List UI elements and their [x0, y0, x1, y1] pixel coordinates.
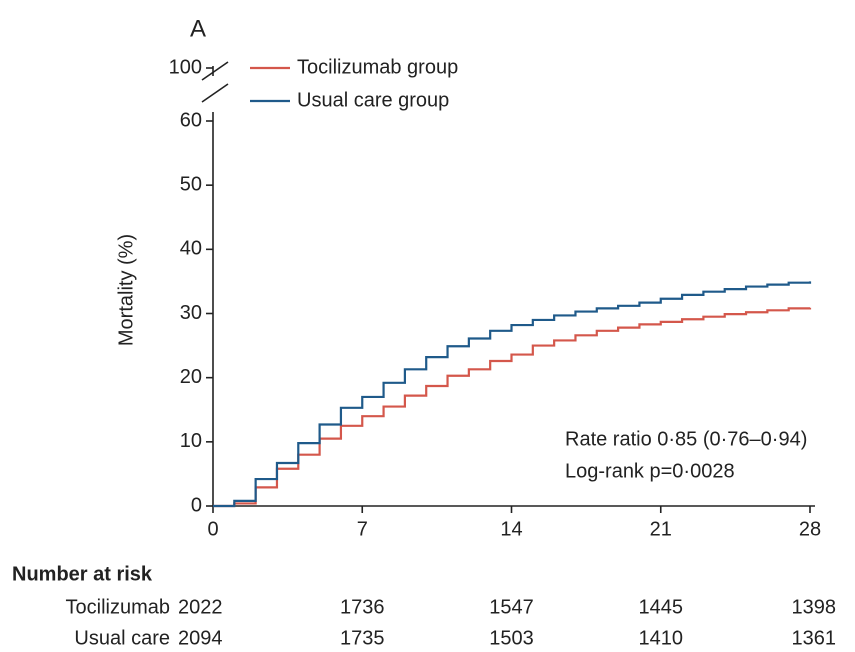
risk-value: 2094	[178, 627, 223, 649]
y-axis-label: Mortality (%)	[115, 234, 137, 346]
step-line	[213, 307, 812, 508]
x-tick-label: 0	[207, 518, 218, 540]
risk-value: 1445	[639, 596, 684, 618]
annotation: Log-rank p=0·0028	[565, 460, 735, 482]
legend-label: Tocilizumab group	[297, 56, 458, 78]
x-tick-label: 28	[799, 518, 821, 540]
y-tick-label: 40	[180, 238, 202, 260]
risk-value: 1410	[639, 627, 684, 649]
risk-value: 1735	[340, 627, 385, 649]
risk-table-title: Number at risk	[12, 563, 153, 585]
panel-label: A	[190, 15, 206, 42]
risk-row-label: Usual care	[74, 627, 170, 649]
step-line	[213, 281, 812, 508]
x-tick-label: 21	[650, 518, 672, 540]
axis-break	[201, 61, 229, 81]
annotation: Rate ratio 0·85 (0·76–0·94)	[565, 428, 807, 450]
legend-label: Usual care group	[297, 89, 449, 111]
y-tick-label: 0	[191, 494, 202, 516]
y-tick-label: 60	[180, 109, 202, 131]
risk-value: 1736	[340, 596, 385, 618]
x-tick-label: 14	[500, 518, 522, 540]
x-tick-label: 7	[357, 518, 368, 540]
y-tick-label: 10	[180, 430, 202, 452]
risk-value: 2022	[178, 596, 223, 618]
risk-value: 1361	[792, 627, 837, 649]
y-tick-label: 50	[180, 173, 202, 195]
y-tick-label: 20	[180, 366, 202, 388]
risk-value: 1398	[792, 596, 837, 618]
risk-value: 1503	[489, 627, 534, 649]
axis-break	[201, 83, 229, 103]
risk-value: 1547	[489, 596, 534, 618]
y-tick-label: 100	[169, 56, 202, 78]
y-tick-label: 30	[180, 302, 202, 324]
risk-row-label: Tocilizumab	[66, 596, 170, 618]
